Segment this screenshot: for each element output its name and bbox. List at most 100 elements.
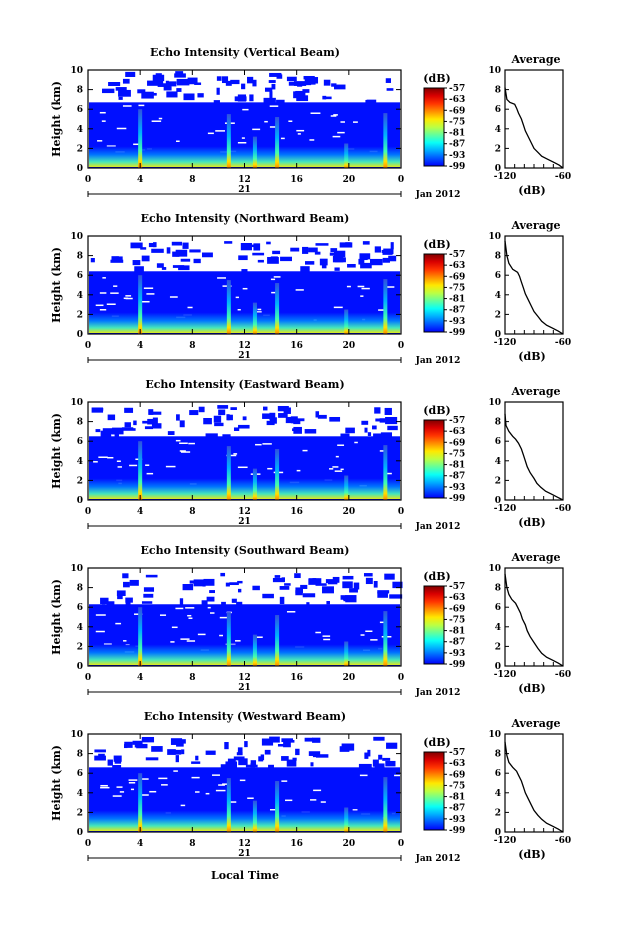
colorbar-tick-label: -87: [449, 804, 465, 814]
echo-patch: [308, 247, 318, 253]
colorbar-tick-label: -99: [449, 826, 465, 836]
avg-x-label: (dB): [518, 516, 545, 529]
echo-patch: [292, 757, 297, 761]
x-tick-label: 4: [137, 507, 143, 517]
convective-spike: [275, 615, 280, 666]
echo-patch: [325, 579, 337, 584]
echo-gap: [187, 306, 193, 309]
echo-patch: [332, 255, 344, 263]
lower-layer: [89, 478, 400, 499]
echo-patch: [118, 89, 131, 97]
x-tick-label: 0: [85, 341, 91, 351]
convective-spike: [383, 279, 388, 334]
echo-patch: [272, 577, 285, 583]
echo-patch: [322, 586, 334, 594]
x-tick-label: 16: [290, 175, 303, 185]
x-tick-label: 0: [398, 673, 404, 683]
echo-gap: [159, 614, 167, 616]
echo-patch: [189, 580, 199, 584]
y-tick-label: 4: [77, 291, 83, 301]
echo-gap: [295, 289, 304, 291]
convective-spike: [226, 280, 231, 334]
lower-layer: [89, 810, 400, 831]
echo-gap: [394, 774, 402, 777]
echo-patch: [111, 256, 119, 263]
echo-gap: [179, 442, 188, 445]
echo-patch: [307, 77, 316, 85]
convective-spike: [344, 143, 349, 168]
colorbar-tick-label: -87: [449, 638, 465, 648]
colorbar-tick-label: -69: [449, 106, 465, 116]
echo-gap: [171, 626, 178, 629]
echo-gap: [100, 786, 110, 789]
echo-patch: [315, 754, 329, 758]
echo-patch: [297, 83, 303, 87]
echo-gap: [116, 127, 127, 130]
echo-gap: [161, 784, 168, 786]
y-tick-label: 10: [70, 564, 83, 574]
echo-gap: [270, 278, 276, 281]
echo-patch: [252, 252, 265, 256]
avg-x-tick-label: -120: [494, 504, 517, 514]
echo-gap: [271, 291, 278, 294]
echo-patch: [269, 736, 280, 743]
echo-patch: [151, 746, 163, 752]
echo-patch: [107, 759, 113, 766]
echo-patch: [330, 248, 338, 253]
avg-y-tick-label: 10: [488, 66, 501, 76]
echo-gap: [237, 466, 248, 469]
echo-patch: [293, 419, 301, 425]
average-frame: [504, 69, 564, 169]
average-profile-line: [504, 741, 564, 833]
colorbar-tick-label: -63: [449, 427, 465, 437]
y-tick-label: 6: [77, 769, 83, 779]
y-tick-label: 4: [77, 457, 83, 467]
echo-patch: [241, 269, 248, 275]
echo-patch: [166, 91, 178, 98]
echo-patch: [333, 250, 346, 258]
echo-patch: [124, 422, 131, 428]
echo-patch: [294, 573, 301, 579]
panel-title: Echo Intensity (Northward Beam): [141, 212, 350, 225]
echo-gap: [332, 135, 341, 138]
echo-patch: [224, 241, 233, 244]
echo-patch: [234, 96, 247, 102]
echo-patch: [202, 252, 213, 258]
echo-patch: [175, 249, 188, 257]
echo-gap: [95, 614, 106, 616]
echo-patch: [231, 598, 237, 603]
echo-patch: [148, 411, 162, 415]
echo-gap: [323, 638, 331, 641]
echo-patch: [365, 577, 373, 585]
convective-spike: [344, 807, 349, 832]
echo-gap: [309, 139, 315, 141]
echo-patch: [263, 406, 268, 411]
echo-gap: [149, 790, 157, 793]
date-label: Jan 2012: [415, 356, 461, 366]
echo-patch: [375, 418, 385, 422]
echo-patch: [216, 87, 220, 95]
echo-gap: [205, 792, 210, 795]
y-tick-label: 10: [70, 66, 83, 76]
echo-patch: [310, 762, 314, 767]
colorbar-unit: (dB): [423, 238, 450, 251]
colorbar-tick-label: -87: [449, 472, 465, 482]
echo-patch: [172, 251, 180, 257]
echo-gap: [269, 126, 279, 128]
echo-patch: [249, 94, 254, 102]
echo-patch: [334, 267, 340, 271]
echo-gap: [333, 114, 338, 116]
echo-patch: [156, 263, 164, 268]
echo-patch: [280, 256, 292, 262]
convective-spike: [138, 275, 143, 334]
colorbar-tick-label: -75: [449, 449, 465, 459]
echo-patch: [302, 89, 310, 93]
echo-patch: [364, 427, 368, 433]
echo-patch: [305, 261, 315, 265]
avg-x-tick-label: -120: [494, 338, 517, 348]
echo-gap: [310, 112, 321, 114]
y-tick-label: 6: [77, 271, 83, 281]
echo-patch: [245, 764, 258, 768]
echo-patch: [170, 738, 183, 745]
